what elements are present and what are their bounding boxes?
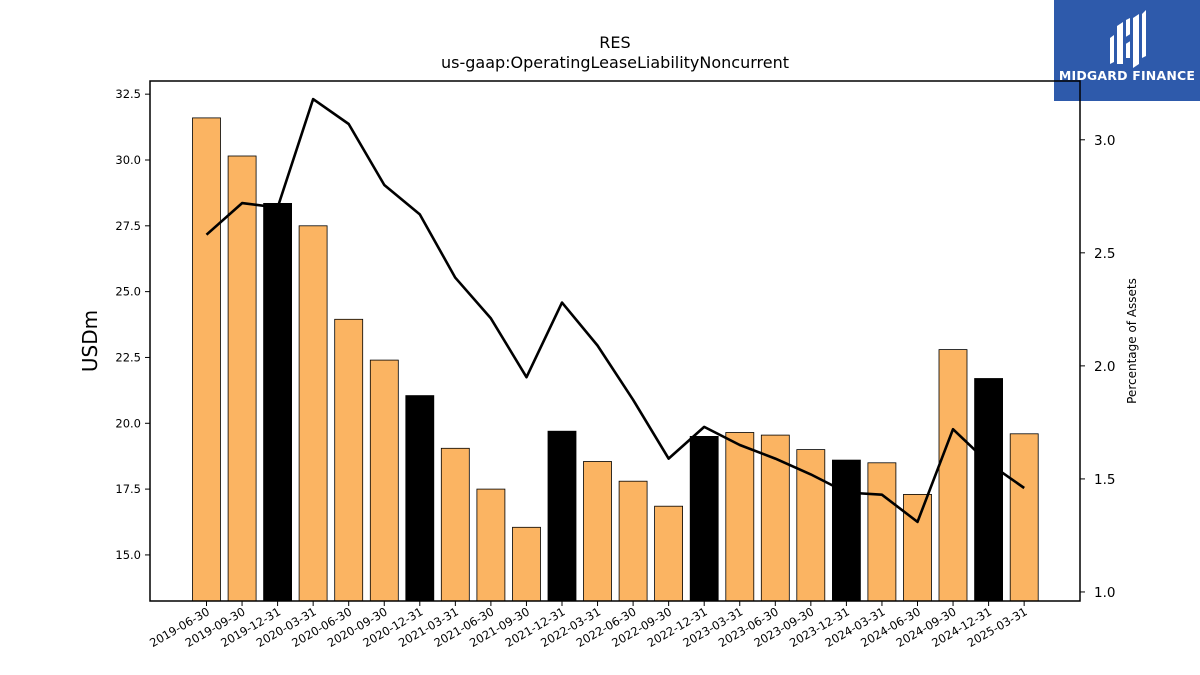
chart-title: RES <box>599 33 631 52</box>
bar <box>618 480 648 602</box>
y2-tick-label: 1.5 <box>1094 472 1115 488</box>
bar <box>903 493 932 602</box>
y-tick-label: 17.5 <box>115 482 141 496</box>
bar <box>654 505 683 602</box>
bar-year-end <box>547 430 577 602</box>
plot-frame <box>149 80 1081 602</box>
y2-tick-label: 1.0 <box>1094 585 1115 601</box>
bar <box>796 449 826 602</box>
y2-axis-label: Percentage of Assets <box>1125 278 1139 404</box>
bar <box>192 117 221 602</box>
bar-year-end <box>832 459 861 602</box>
bar-series <box>192 117 1039 602</box>
bar <box>938 349 968 602</box>
y2-tick-label: 2.0 <box>1094 359 1115 375</box>
bar-year-end <box>263 202 293 602</box>
bar <box>725 432 755 602</box>
bar <box>227 155 257 602</box>
brand-logo: MIDGARD FINANCE <box>1054 0 1200 101</box>
bar <box>298 225 328 602</box>
bar <box>369 359 399 602</box>
bar <box>512 526 541 602</box>
bar <box>1009 433 1039 602</box>
y-tick-label: 30.0 <box>115 153 141 167</box>
y2-tick-label: 2.5 <box>1094 246 1115 262</box>
bar <box>476 488 506 602</box>
y-tick-label: 25.0 <box>115 285 141 299</box>
percentage-line <box>205 97 1025 524</box>
bar <box>867 462 897 602</box>
y2-tick-label: 3.0 <box>1094 133 1115 149</box>
bar-year-end <box>689 435 719 602</box>
y-tick-label: 15.0 <box>115 548 141 562</box>
y-tick-label: 22.5 <box>115 350 141 364</box>
bar-year-end <box>974 378 1003 602</box>
brand-name: MIDGARD FINANCE <box>1058 68 1196 83</box>
bar <box>334 318 364 602</box>
left-axis: 15.0 17.5 20.0 22.5 25.0 27.5 30.0 32.5 <box>115 87 150 562</box>
right-axis: 1.0 1.5 2.0 2.5 3.0 <box>1080 133 1115 601</box>
y-tick-label: 20.0 <box>115 416 141 430</box>
bar <box>440 447 470 602</box>
chart-subtitle: us-gaap:OperatingLeaseLiabilityNoncurren… <box>440 53 790 72</box>
y-tick-label: 32.5 <box>115 87 141 101</box>
bar <box>583 461 612 602</box>
bar-year-end <box>405 395 435 602</box>
x-axis: 2019-06-302019-09-302019-12-312020-03-31… <box>147 601 1030 650</box>
midgard-logo-icon <box>1110 10 1146 68</box>
y-axis-label: USDm <box>78 310 102 372</box>
y-tick-label: 27.5 <box>115 219 141 233</box>
